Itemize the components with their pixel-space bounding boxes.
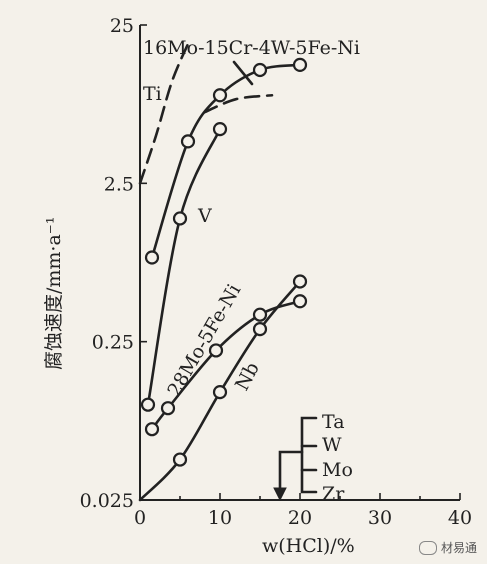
data-point — [180, 134, 196, 149]
data-point — [208, 343, 224, 358]
data-point — [212, 122, 228, 137]
data-point — [144, 422, 160, 437]
series-label-ti: Ti — [143, 83, 162, 105]
annotation-arrow-head — [273, 487, 287, 502]
y-tick-label-0: 0.025 — [80, 490, 134, 512]
series-line-3 — [146, 127, 222, 406]
label-leader-line — [232, 60, 254, 86]
y-tick-label-2: 2.5 — [104, 173, 134, 195]
markers — [140, 57, 308, 467]
y-tick-label-1: 0.25 — [92, 332, 134, 354]
annotation-bracket — [300, 416, 318, 494]
x-tick-label-4: 40 — [448, 507, 472, 529]
data-point — [292, 274, 308, 289]
data-point — [252, 322, 268, 337]
x-tick-label-0: 0 — [134, 507, 146, 529]
data-point — [144, 250, 160, 265]
series-line-1 — [138, 42, 190, 185]
data-point — [292, 294, 308, 309]
x-axis-title: w(HCl)/% — [262, 535, 355, 557]
x-tick-label-3: 30 — [368, 507, 392, 529]
annotation-mo: Mo — [322, 459, 353, 481]
data-point — [160, 401, 176, 416]
axes: 0 10 20 30 40 0.025 0.25 2.5 25 — [80, 15, 473, 529]
y-tick-label-3: 25 — [110, 15, 134, 37]
wechat-icon — [418, 540, 437, 555]
data-point — [252, 62, 268, 78]
annotation-ta: Ta — [322, 411, 345, 433]
annotation-zr: Zr — [322, 483, 345, 505]
annotation-w: W — [322, 434, 342, 456]
y-axis-title: 腐蚀速度/mm·a⁻¹ — [43, 217, 65, 370]
data-point — [292, 57, 308, 72]
data-point — [172, 211, 188, 226]
data-point — [140, 397, 156, 412]
data-point — [172, 452, 188, 467]
x-tick-label-2: 20 — [288, 507, 312, 529]
watermark: 材易通 — [418, 539, 477, 556]
curves — [138, 42, 318, 502]
series-line-2 — [202, 93, 274, 114]
series-label-v: V — [197, 205, 212, 227]
annotation-arrow-line — [278, 450, 304, 494]
x-tick-label-1: 10 — [208, 507, 232, 529]
data-point — [212, 88, 228, 103]
data-point — [252, 307, 268, 322]
data-point — [212, 385, 228, 400]
watermark-text: 材易通 — [440, 541, 477, 555]
series-label-16mo: 16Mo-15Cr-4W-5Fe-Ni — [143, 37, 360, 59]
